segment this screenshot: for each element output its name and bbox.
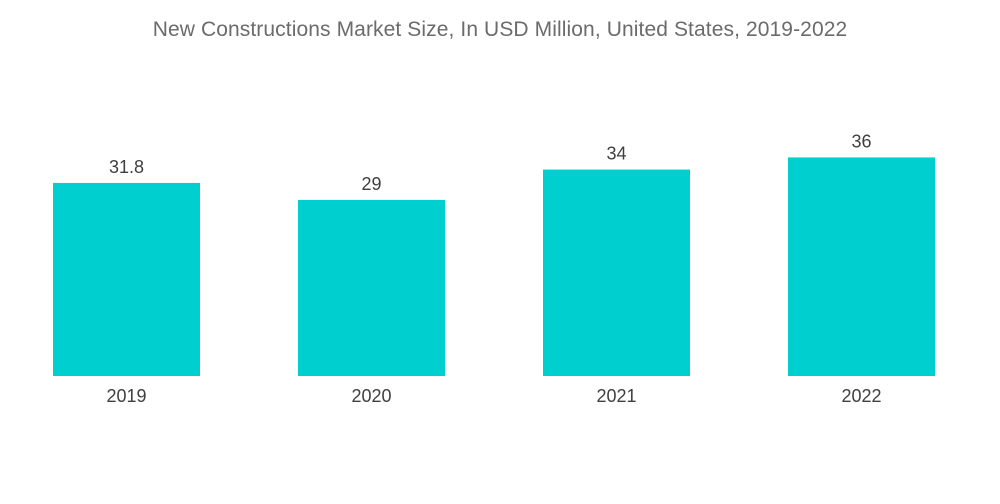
value-label-2019: 31.8 [109,157,144,177]
bar-2020 [298,199,445,376]
x-axis-tick-labels: 2019 2020 2021 2022 [106,386,881,406]
value-label-2021: 34 [606,144,626,164]
bar-2019 [53,182,200,376]
x-tick-label-2022: 2022 [841,386,881,406]
bars-layer [53,157,935,376]
value-label-2022: 36 [851,131,871,151]
chart-title: New Constructions Market Size, In USD Mi… [152,18,848,41]
bar-2022 [788,157,935,376]
x-tick-label-2019: 2019 [106,386,146,406]
bar-2021 [543,169,690,376]
x-tick-label-2021: 2021 [596,386,636,406]
value-label-2020: 29 [361,174,381,194]
x-tick-label-2020: 2020 [351,386,391,406]
value-labels-layer: 31.8 29 34 36 [109,131,872,194]
